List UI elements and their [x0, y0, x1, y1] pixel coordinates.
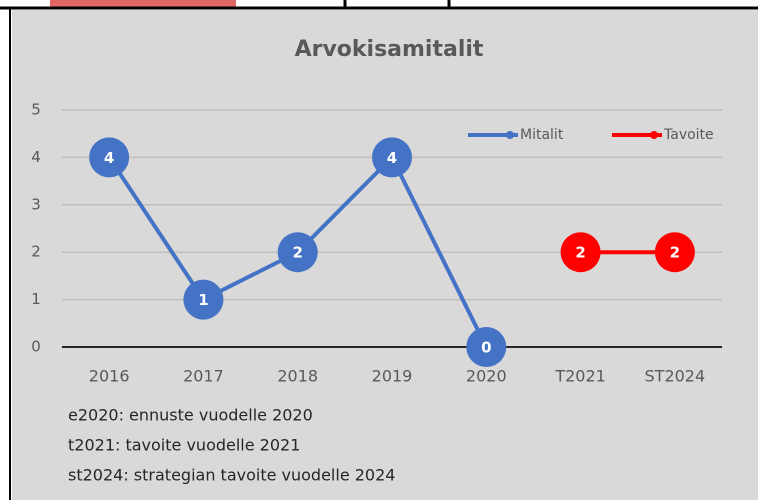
data-label: 2	[670, 244, 680, 262]
data-label: 4	[387, 149, 397, 167]
data-label: 2	[575, 244, 585, 262]
note: st2024: strategian tavoite vuodelle 2024	[68, 466, 395, 485]
data-point	[654, 232, 695, 273]
data-label: 0	[481, 339, 491, 357]
note: t2021: tavoite vuodelle 2021	[68, 436, 300, 455]
data-point	[89, 137, 130, 178]
y-tick-label: 2	[31, 243, 41, 261]
x-tick-label: ST2024	[645, 367, 706, 386]
top-fragment	[50, 0, 236, 7]
y-tick-label: 5	[31, 101, 41, 119]
chart-title: Arvokisamitalit	[295, 37, 484, 62]
legend-marker	[506, 131, 514, 139]
data-point	[372, 137, 412, 178]
legend-label: Mitalit	[520, 127, 564, 143]
data-point	[183, 279, 224, 320]
x-tick-label: 2016	[89, 367, 130, 386]
data-point	[466, 327, 507, 367]
y-tick-label: 3	[31, 195, 41, 213]
y-tick-label: 0	[31, 338, 41, 356]
data-label: 4	[104, 149, 114, 167]
x-tick-label: 2018	[277, 367, 318, 386]
legend-label: Tavoite	[663, 127, 714, 143]
y-tick-label: 4	[31, 148, 41, 166]
x-tick-label: 2020	[466, 367, 507, 386]
data-point	[560, 232, 601, 273]
x-tick-label: 2019	[372, 367, 413, 386]
chart-area	[12, 10, 758, 500]
x-tick-label: 2017	[183, 367, 224, 386]
data-point	[277, 232, 318, 273]
data-label: 2	[292, 244, 302, 262]
data-label: 1	[198, 291, 208, 309]
x-tick-label: T2021	[554, 367, 606, 386]
note: e2020: ennuste vuodelle 2020	[68, 406, 313, 425]
y-tick-label: 1	[31, 290, 41, 308]
legend-marker	[650, 131, 658, 139]
